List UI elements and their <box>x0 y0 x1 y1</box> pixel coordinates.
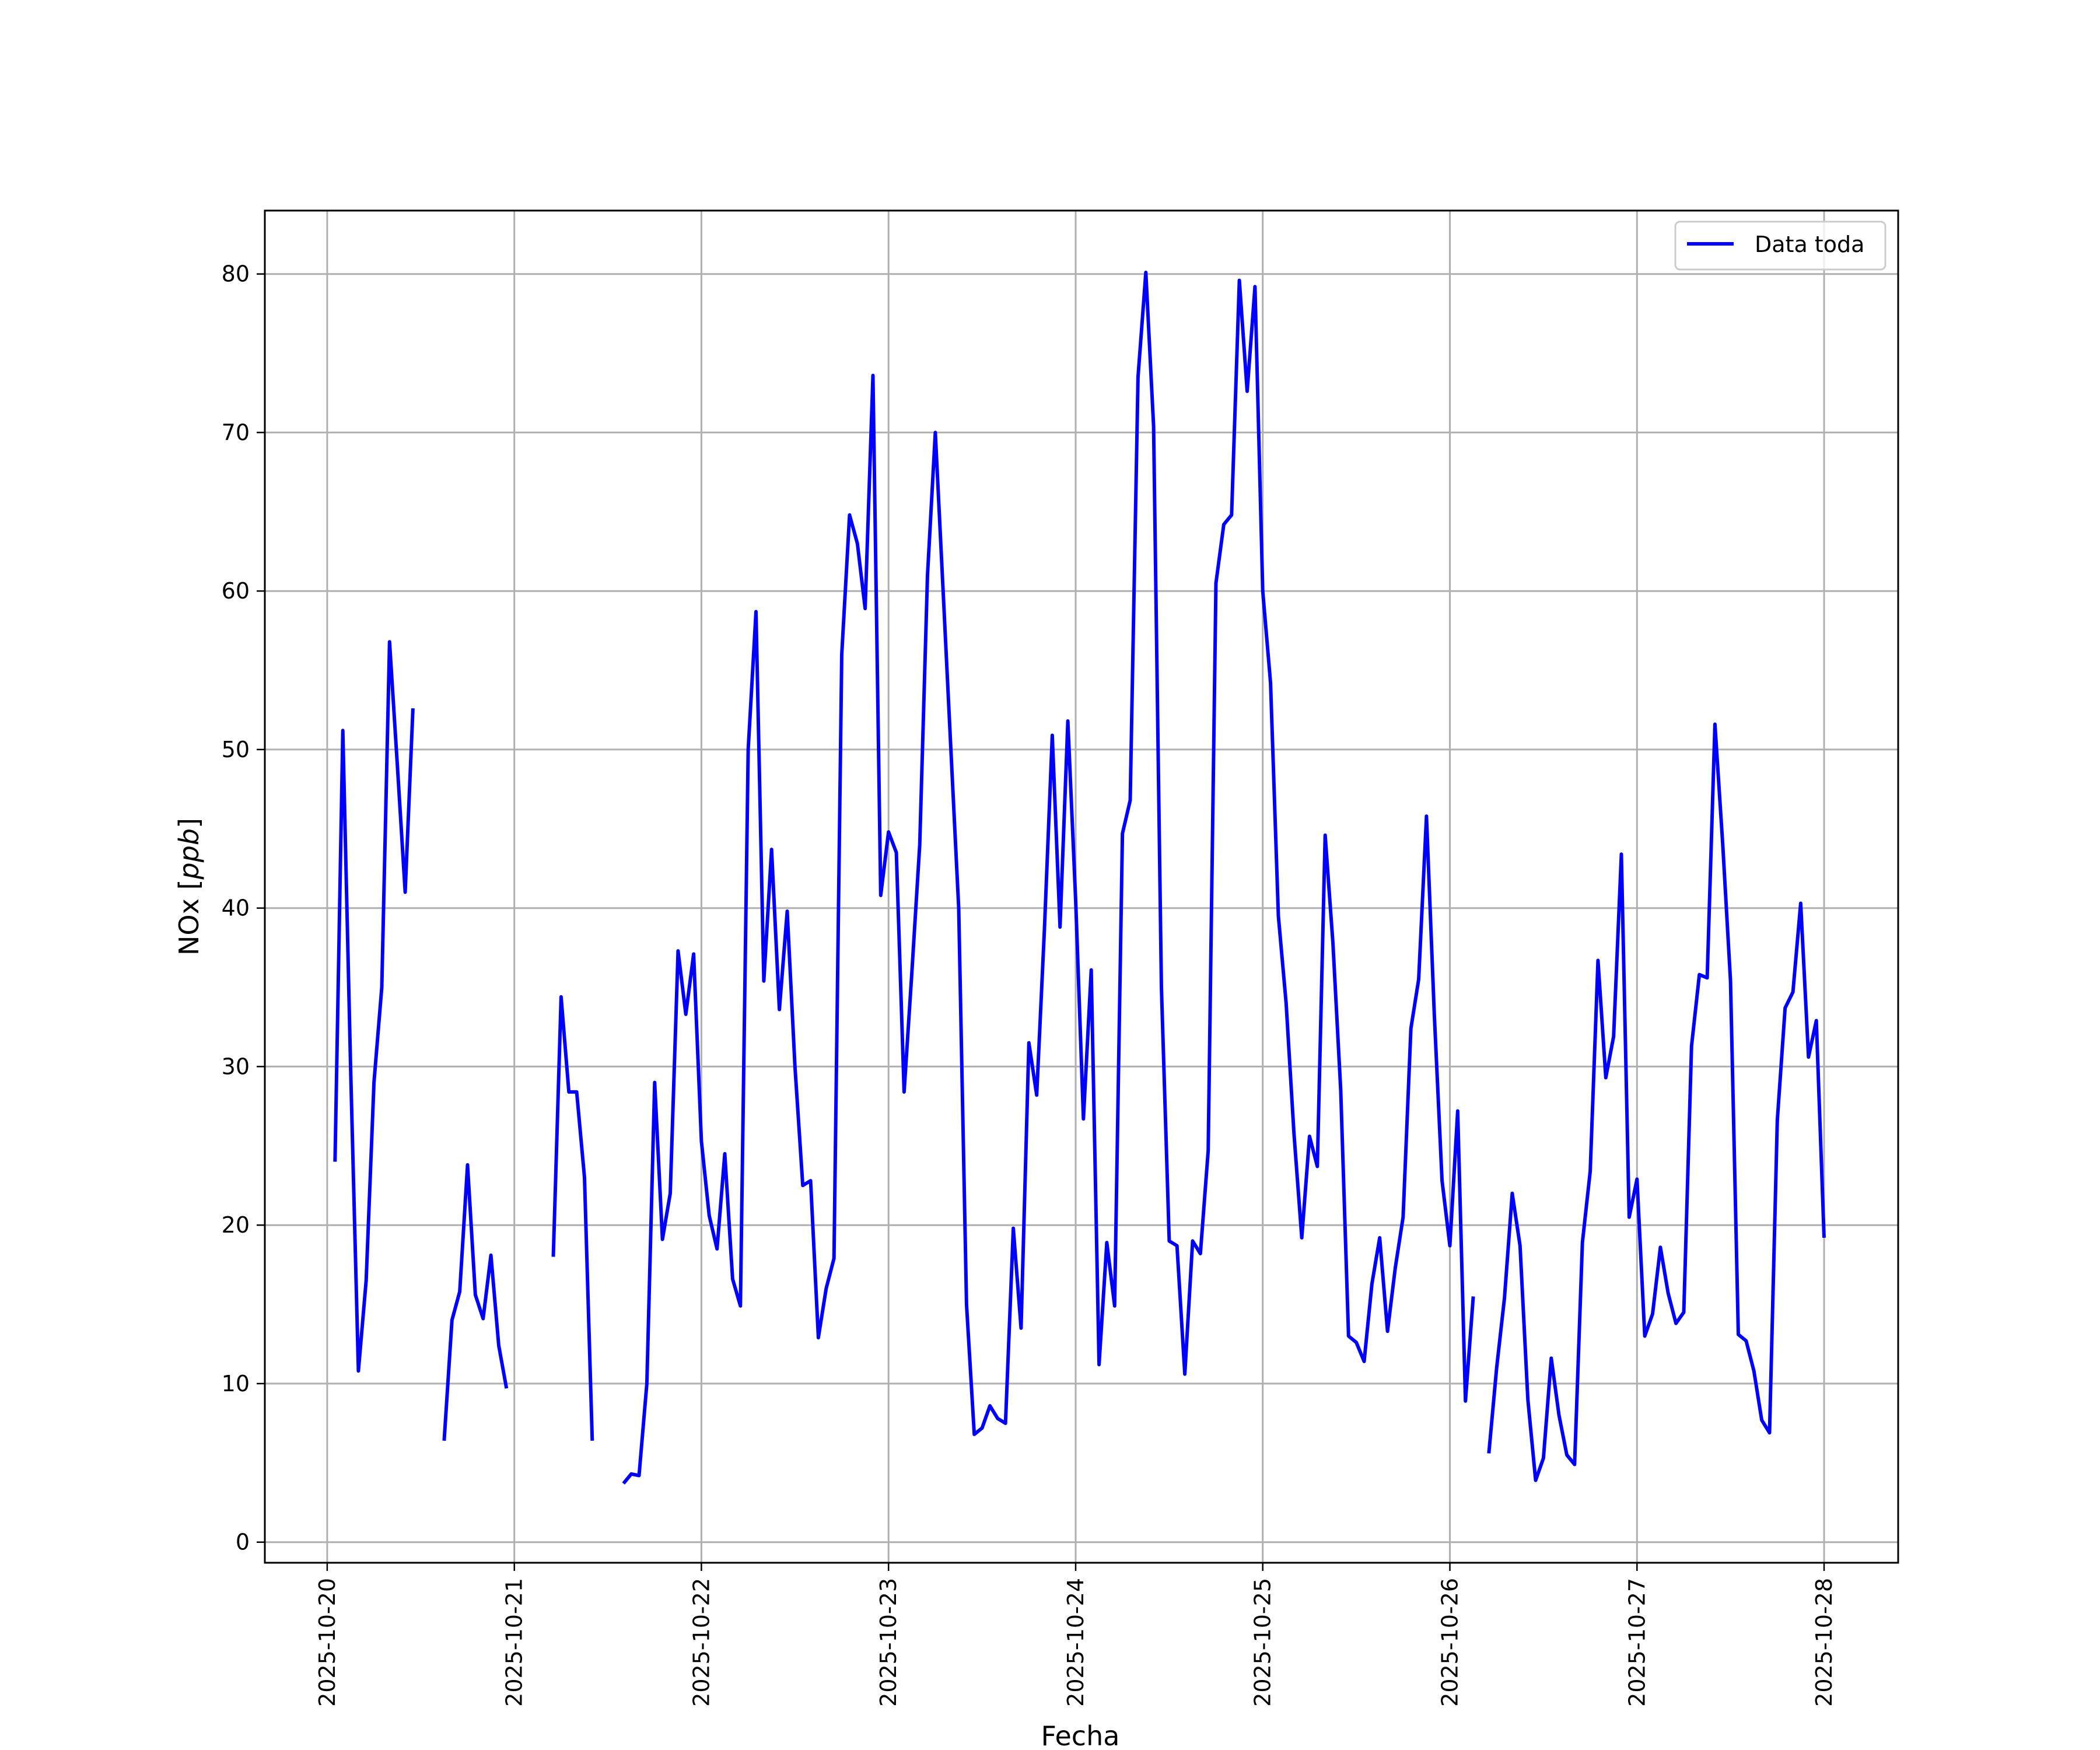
y-axis-label: NOx [ppb] <box>173 818 205 956</box>
y-axis: 0 10 20 30 40 50 60 70 80 <box>222 261 265 1555</box>
y-tick-label: 20 <box>222 1212 250 1238</box>
x-tick-label: 2025-10-23 <box>876 1578 901 1707</box>
x-tick-label: 2025-10-26 <box>1437 1578 1463 1707</box>
y-tick-label: 60 <box>222 578 250 604</box>
legend-entry-label: Data toda <box>1755 232 1864 257</box>
y-axis-label-main: NOx [ <box>173 880 205 956</box>
series-line-0 <box>333 271 1826 1485</box>
legend: Data toda <box>1674 220 1887 271</box>
x-tick-label: 2025-10-25 <box>1250 1578 1276 1707</box>
y-axis-label-unit: ppb <box>173 828 205 880</box>
y-axis-label-close: ] <box>173 818 205 828</box>
x-tick-label: 2025-10-24 <box>1063 1578 1088 1707</box>
legend-box <box>1674 220 1887 271</box>
x-axis-label: Fecha <box>1041 1720 1120 1750</box>
y-tick-label: 50 <box>222 737 250 762</box>
plot-frame <box>264 209 1899 1564</box>
x-axis: 2025-10-20 2025-10-21 2025-10-22 2025-10-23… <box>314 1563 1837 1707</box>
y-tick-label: 10 <box>222 1371 250 1396</box>
x-tick-label: 2025-10-22 <box>688 1578 714 1707</box>
y-tick-label: 70 <box>222 419 250 445</box>
y-tick-label: 0 <box>236 1530 250 1555</box>
y-tick-label: 80 <box>222 261 250 287</box>
y-tick-label: 40 <box>222 895 250 921</box>
plot-area <box>265 211 1898 1563</box>
y-tick-label: 30 <box>222 1054 250 1079</box>
x-tick-label: 2025-10-27 <box>1624 1578 1650 1707</box>
x-tick-label: 2025-10-28 <box>1811 1578 1837 1707</box>
x-tick-label: 2025-10-20 <box>314 1578 340 1707</box>
grid <box>265 211 1898 1563</box>
x-tick-label: 2025-10-21 <box>502 1578 527 1707</box>
series-layer <box>333 271 1826 1485</box>
